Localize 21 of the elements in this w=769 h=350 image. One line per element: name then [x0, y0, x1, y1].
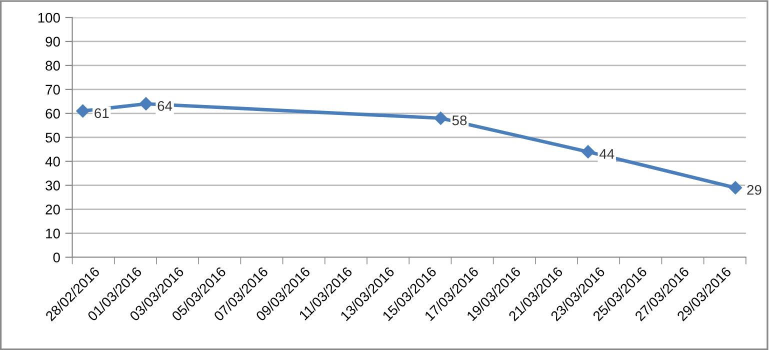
- data-label: 29: [747, 184, 762, 195]
- point: [76, 104, 90, 118]
- point: [434, 112, 448, 125]
- data-label: 61: [94, 108, 109, 118]
- point: [581, 145, 595, 158]
- y-tick-label: 80: [46, 60, 60, 71]
- data-label: 44: [599, 149, 614, 159]
- point: [728, 181, 742, 194]
- y-tick-label: 0: [53, 252, 60, 262]
- data-label: 58: [452, 115, 467, 126]
- y-tick-label: 10: [46, 228, 60, 238]
- point: [139, 97, 153, 110]
- data-label: 64: [158, 101, 172, 111]
- y-tick-label: 70: [46, 84, 60, 95]
- y-tick-label: 30: [46, 180, 60, 190]
- y-tick-label: 100: [38, 12, 60, 23]
- y-tick-label: 40: [45, 156, 60, 167]
- y-tick-label: 20: [46, 204, 60, 214]
- y-tick-label: 90: [46, 36, 60, 47]
- y-tick-label: 60: [46, 108, 60, 119]
- y-tick-label: 50: [46, 132, 60, 143]
